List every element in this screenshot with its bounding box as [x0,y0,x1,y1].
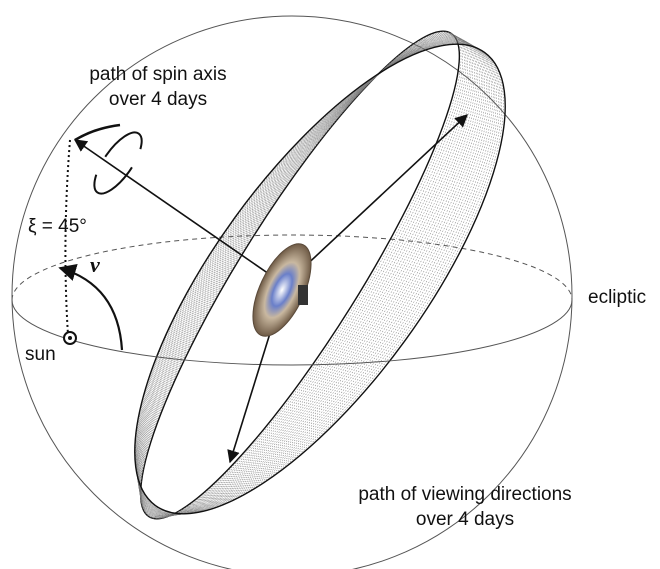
spin-axis-label: over 4 days [109,89,207,110]
ecliptic-label: ecliptic [588,287,646,308]
viewing-label: path of viewing directions [358,484,571,505]
viewing-band [134,30,506,520]
spin-path-arc [74,123,121,142]
viewing-label: over 4 days [416,509,514,530]
nu-label: ν [90,252,100,277]
ecliptic-front [11,299,573,366]
nu-arc [58,264,124,351]
spacecraft [252,243,312,337]
sun-label: sun [25,344,56,365]
xi-label: ξ = 45° [28,216,87,237]
spacecraft-body [298,285,308,305]
celestial-sphere [11,15,573,569]
spin-axis-arrow [73,139,286,286]
rotation-arrow [93,131,143,195]
sun-dot [68,336,72,340]
xi-arc [64,139,71,336]
view-arrow [284,114,468,286]
viewing-path-loop [134,43,506,515]
ecliptic-back [11,234,573,301]
viewing-path-loop [140,31,462,519]
spin-axis-label: path of spin axis [89,64,226,85]
